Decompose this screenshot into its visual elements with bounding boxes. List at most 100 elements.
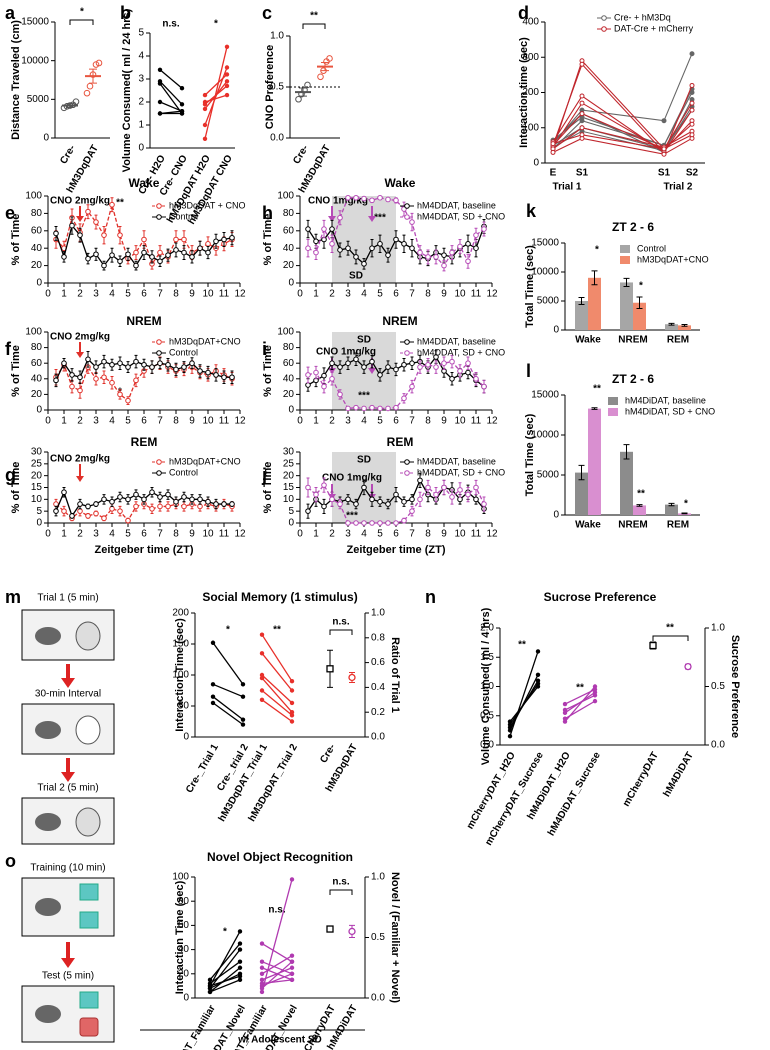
data-point <box>295 95 302 103</box>
x-axis-label: Zeitgeber time (ZT) <box>94 544 193 556</box>
data-point <box>240 682 246 687</box>
data-point <box>289 977 295 983</box>
bar <box>588 277 601 330</box>
data-point <box>289 719 295 724</box>
data-point <box>259 965 265 970</box>
data-point <box>213 372 219 378</box>
y2-tick-label: 0.0 <box>711 740 725 751</box>
y-tick-label: 100 <box>522 122 539 133</box>
x-tick-label: hM4DiDAT <box>661 750 695 799</box>
data-point <box>457 487 463 493</box>
pair-line <box>204 94 228 103</box>
data-point <box>369 404 375 411</box>
data-point <box>289 971 295 976</box>
data-point <box>83 89 91 97</box>
legend-label: hM4DDAT, baseline <box>417 336 496 346</box>
y-axis-label: % of Time <box>262 214 274 266</box>
data-point <box>157 503 163 510</box>
data-point <box>181 503 187 510</box>
data-point <box>133 491 139 498</box>
y-tick-label: 20 <box>178 968 190 979</box>
data-point <box>385 252 391 258</box>
data-point <box>457 368 463 374</box>
data-point <box>173 247 179 253</box>
annotation: SD <box>357 455 371 466</box>
x-tick-label: 2 <box>329 289 335 300</box>
y-tick-label: 0.0 <box>480 740 494 751</box>
x-tick-label: E <box>550 168 557 179</box>
data-point <box>149 506 155 512</box>
y-tick-label: 20 <box>283 260 295 271</box>
data-point <box>69 372 75 378</box>
data-point <box>101 262 107 269</box>
x-tick-label: 1 <box>313 416 319 427</box>
object-icon <box>79 1017 99 1037</box>
y-tick-label: 20 <box>283 389 295 400</box>
legend-marker <box>601 15 607 21</box>
data-point <box>313 369 319 376</box>
y2-tick-label: 0.8 <box>371 632 385 643</box>
x-tick-label: 1 <box>61 416 67 427</box>
y-tick-label: 60 <box>283 358 295 369</box>
y2-tick-label: 1.0 <box>371 872 385 883</box>
pair-line <box>564 694 596 711</box>
data-point <box>133 262 139 269</box>
data-point <box>441 252 447 258</box>
chart-title: Sucrose Preference <box>544 590 657 604</box>
y-tick-label: 20 <box>31 260 43 271</box>
annotation: *** <box>358 391 370 402</box>
y-tick-label: 100 <box>277 327 294 338</box>
data-point <box>149 254 155 260</box>
data-point <box>401 395 407 402</box>
data-point <box>197 368 203 374</box>
data-point <box>157 99 163 105</box>
series-line <box>552 63 693 154</box>
y-tick-label: 60 <box>31 358 43 369</box>
data-point <box>181 364 187 370</box>
data-point <box>579 111 585 117</box>
y-tick-label: 0 <box>288 518 294 529</box>
data-point <box>579 132 585 138</box>
legend-label: hM4DDAT, baseline <box>417 200 496 210</box>
data-point <box>125 251 131 258</box>
data-point <box>507 725 513 730</box>
data-point <box>473 484 479 491</box>
error-bar <box>591 270 598 286</box>
arrow-head <box>61 678 75 688</box>
pair-line <box>509 674 539 731</box>
x-tick-label: 9 <box>441 529 447 540</box>
data-point <box>53 508 59 514</box>
data-point <box>321 226 327 232</box>
pair-line <box>509 651 539 737</box>
pair-line <box>261 942 293 963</box>
y-tick-label: 200 <box>522 87 539 98</box>
annotation: SD <box>349 271 363 282</box>
annotation: *** <box>346 511 358 522</box>
series-line <box>552 127 693 150</box>
y-tick-label: 80 <box>283 208 295 219</box>
data-point <box>141 496 147 503</box>
y-axis-label: Total Time (sec) <box>524 413 536 496</box>
y-tick-label: 100 <box>172 872 189 883</box>
x-tick-label: 9 <box>189 289 195 300</box>
chart-title: NREM <box>382 314 417 328</box>
y-tick-label: 0.0 <box>270 133 284 144</box>
annotation: CNO 2mg/kg <box>50 332 110 343</box>
data-point <box>433 491 439 498</box>
annotation: ** <box>576 683 584 694</box>
data-point <box>289 700 295 706</box>
data-point <box>224 92 230 98</box>
x-tick-label: 10 <box>454 529 466 540</box>
data-point <box>69 222 75 229</box>
pair-line <box>564 700 596 720</box>
data-point <box>93 251 99 258</box>
data-point <box>93 510 99 517</box>
legend-marker <box>156 339 162 345</box>
x-tick-label: 6 <box>393 529 399 540</box>
data-point <box>393 491 399 498</box>
data-point <box>77 387 83 394</box>
data-point <box>85 503 91 510</box>
y-tick-label: 15000 <box>21 17 49 28</box>
data-point <box>337 364 343 370</box>
x-tick-label: 11 <box>219 416 230 427</box>
